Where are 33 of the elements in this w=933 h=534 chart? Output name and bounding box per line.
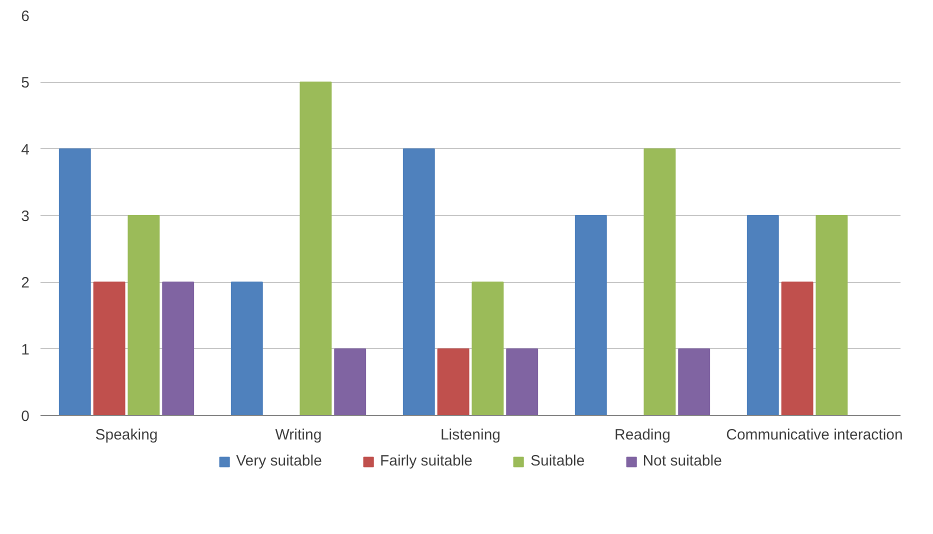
bar bbox=[746, 215, 779, 416]
bar bbox=[58, 148, 91, 416]
bar bbox=[437, 348, 470, 416]
bar bbox=[781, 282, 814, 416]
x-tick-label: Listening bbox=[440, 426, 501, 444]
legend-label: Fairly suitable bbox=[380, 452, 472, 470]
bar bbox=[506, 348, 538, 416]
legend-label: Suitable bbox=[530, 452, 585, 470]
bar bbox=[93, 282, 126, 416]
y-tick-label: 2 bbox=[21, 274, 30, 292]
bar bbox=[644, 148, 676, 416]
y-tick-label: 4 bbox=[21, 141, 30, 158]
bar bbox=[162, 282, 194, 416]
bar bbox=[574, 215, 607, 416]
bar bbox=[816, 215, 848, 416]
bar bbox=[678, 348, 710, 416]
bar bbox=[402, 148, 435, 416]
y-tick-label: 5 bbox=[21, 74, 30, 92]
x-tick-label: Speaking bbox=[95, 426, 158, 444]
x-tick-label: Writing bbox=[275, 426, 322, 444]
y-tick-label: 6 bbox=[21, 8, 30, 25]
y-tick-label: 1 bbox=[21, 341, 30, 358]
x-tick-label: Reading bbox=[614, 426, 670, 444]
y-tick-label: 3 bbox=[21, 208, 30, 225]
bar bbox=[472, 282, 504, 416]
bar bbox=[300, 82, 332, 416]
bar bbox=[334, 348, 366, 416]
bar bbox=[230, 282, 263, 416]
bar bbox=[128, 215, 160, 416]
legend-label: Very suitable bbox=[236, 452, 322, 470]
legend-label: Not suitable bbox=[642, 452, 722, 470]
y-tick-label: 0 bbox=[21, 408, 30, 425]
x-tick-label: Communicative interaction bbox=[726, 426, 903, 444]
